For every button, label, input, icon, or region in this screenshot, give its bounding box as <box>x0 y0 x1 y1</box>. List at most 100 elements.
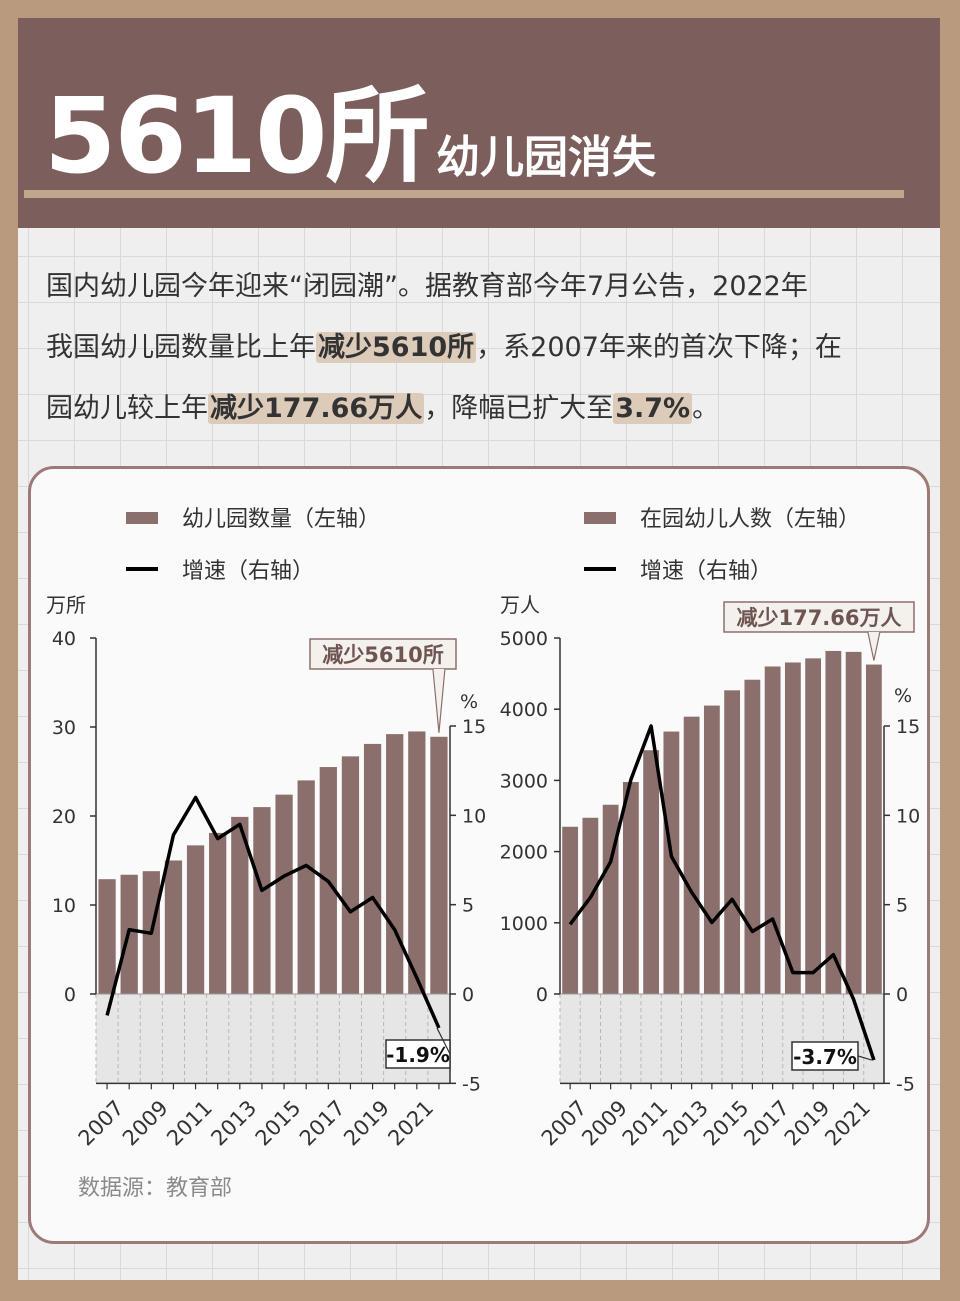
bar <box>386 734 404 994</box>
bar <box>582 817 599 994</box>
right-axis-unit: % <box>894 685 912 707</box>
header-banner: 5610所 幼儿园消失 <box>18 18 940 228</box>
callout-top-pointer <box>432 668 446 733</box>
left-tick-label: 3000 <box>500 770 548 792</box>
headline-number: 5610所 <box>44 75 429 197</box>
x-tick-label: 2017 <box>739 1096 794 1151</box>
left-tick-label: 30 <box>52 717 76 739</box>
left-axis-unit: 万所 <box>46 593 86 617</box>
x-tick-label: 2011 <box>162 1096 217 1151</box>
intro-text: 我国幼儿园数量比上年 <box>46 332 316 363</box>
legend-line-label: 增速（右轴） <box>182 559 314 584</box>
highlight-kindergarten-drop: 减少5610所 <box>316 332 477 363</box>
intro-line-1: 国内幼儿园今年迎来“闭园潮”。据教育部今年7月公告，2022年 <box>46 256 916 317</box>
bar <box>724 690 741 994</box>
intro-text: ，降幅已扩大至 <box>424 393 614 424</box>
right-tick-label: -5 <box>462 1073 481 1095</box>
highlight-decline-rate: 3.7% <box>613 393 693 424</box>
bar <box>764 666 781 994</box>
x-tick-label: 2009 <box>118 1096 173 1151</box>
intro-text: ，系2007年来的首次下降；在 <box>476 332 842 363</box>
left-tick-label: 0 <box>64 984 76 1006</box>
bar <box>703 705 720 994</box>
bar <box>209 832 227 994</box>
right-tick-label: 10 <box>462 805 486 827</box>
intro-line-2: 我国幼儿园数量比上年减少5610所，系2007年来的首次下降；在 <box>46 317 916 378</box>
bar <box>744 679 761 994</box>
bar <box>408 731 426 994</box>
bar <box>643 750 660 994</box>
callout-end-label: -1.9% <box>386 1043 450 1067</box>
x-tick-label: 2021 <box>383 1096 438 1151</box>
x-tick-label: 2019 <box>339 1096 394 1151</box>
bar <box>622 782 639 994</box>
callout-end-pointer <box>857 1055 873 1061</box>
bar <box>164 860 183 994</box>
callout-top-pointer <box>867 631 881 661</box>
x-tick-label: 2019 <box>780 1096 835 1151</box>
data-source: 数据源：教育部 <box>78 1176 233 1201</box>
bar <box>363 743 382 994</box>
callout-end-label: -3.7% <box>793 1045 857 1069</box>
left-tick-label: 5000 <box>500 628 548 650</box>
bar <box>430 736 448 994</box>
left-tick-label: 1000 <box>500 913 548 935</box>
right-tick-label: 0 <box>896 984 908 1006</box>
callout-top-box <box>309 638 457 670</box>
left-tick-label: 10 <box>52 895 76 917</box>
intro-line-3: 园幼儿较上年减少177.66万人，降幅已扩大至3.7%。 <box>46 378 916 439</box>
legend-bar-label: 幼儿园数量（左轴） <box>182 507 380 532</box>
left-tick-label: 4000 <box>500 699 548 721</box>
bar <box>805 658 822 994</box>
headline-text: 幼儿园消失 <box>436 132 656 183</box>
left-axis-unit: 万人 <box>500 593 540 617</box>
x-tick-label: 2013 <box>658 1096 713 1151</box>
bar <box>98 879 116 994</box>
left-tick-label: 2000 <box>500 842 548 864</box>
bar <box>231 816 249 994</box>
x-tick-label: 2013 <box>206 1096 261 1151</box>
callout-end-pointer <box>436 1027 451 1055</box>
legend-bar-swatch <box>126 512 158 524</box>
page: 5610所 幼儿园消失 国内幼儿园今年迎来“闭园潮”。据教育部今年7月公告，20… <box>18 18 940 1280</box>
bar <box>562 826 579 994</box>
bar <box>253 807 271 994</box>
x-tick-label: 2011 <box>618 1096 673 1151</box>
right-tick-label: 15 <box>462 716 486 738</box>
x-tick-label: 2009 <box>577 1096 632 1151</box>
bar <box>825 650 842 994</box>
kindergarten-count-chart: 0 10 20 30 40 万所 -5 0 5 10 15% 20072009201120132015… <box>46 507 486 1151</box>
legend-line-label: 增速（右轴） <box>640 559 772 584</box>
right-tick-label: 5 <box>462 895 474 917</box>
highlight-children-drop: 减少177.66万人 <box>208 393 425 424</box>
bar <box>297 780 315 994</box>
bar <box>865 664 882 994</box>
right-axis-unit: % <box>460 691 478 713</box>
enrolled-children-chart: 0 1000 2000 3000 4000 5000 万人 -5 0 5 10 15% 20072009… <box>500 507 921 1151</box>
right-tick-label: 0 <box>462 984 474 1006</box>
bar <box>275 794 293 994</box>
bar <box>683 716 700 994</box>
x-tick-label: 2015 <box>699 1096 754 1151</box>
left-tick-label: 0 <box>536 984 548 1006</box>
x-tick-label: 2017 <box>295 1096 350 1151</box>
headline-underline <box>24 190 904 198</box>
bar <box>186 845 205 994</box>
intro-paragraph: 国内幼儿园今年迎来“闭园潮”。据教育部今年7月公告，2022年 我国幼儿园数量比… <box>46 256 916 439</box>
x-tick-label: 2021 <box>820 1096 875 1151</box>
bar <box>663 731 680 994</box>
callout-end-box <box>385 1039 451 1069</box>
bar <box>341 756 360 994</box>
callout-top-label: 减少177.66万人 <box>736 606 901 630</box>
callout-top-label: 减少5610所 <box>322 643 443 667</box>
right-tick-label: 15 <box>896 716 920 738</box>
intro-text: 国内幼儿园今年迎来“闭园潮”。据教育部今年7月公告，2022年 <box>46 271 808 302</box>
right-tick-label: -5 <box>896 1073 915 1095</box>
x-tick-label: 2015 <box>251 1096 306 1151</box>
callout-top-box <box>723 601 915 633</box>
x-tick-label: 2007 <box>537 1096 592 1151</box>
growth-line <box>105 795 441 1029</box>
left-tick-label: 20 <box>52 806 76 828</box>
legend-bar-label: 在园幼儿人数（左轴） <box>640 507 860 532</box>
bar <box>845 651 862 994</box>
